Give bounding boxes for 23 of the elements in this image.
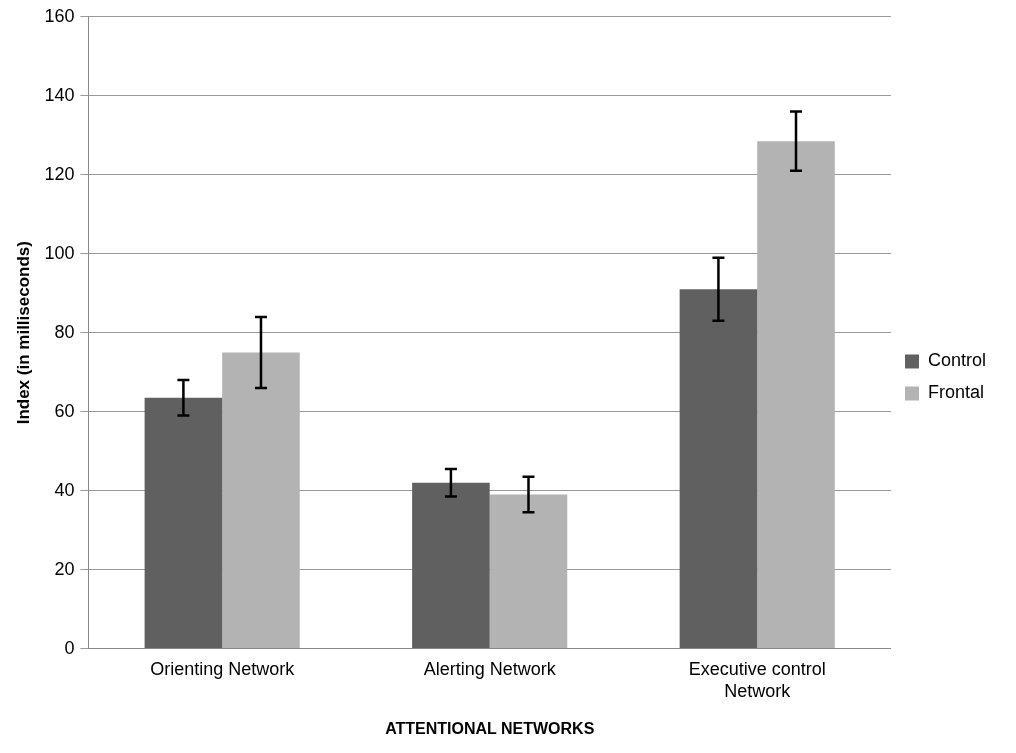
y-axis-title: Index (in milliseconds) (13, 241, 33, 425)
bar (757, 141, 835, 649)
y-tick-label: 100 (44, 242, 75, 263)
legend-label: Frontal (927, 382, 985, 403)
bar (412, 482, 490, 649)
y-tick-label: 40 (54, 479, 75, 500)
category-label: Network (724, 680, 791, 701)
category-label: Alerting Network (423, 659, 556, 680)
y-tick-label: 80 (54, 321, 75, 342)
bar (489, 494, 568, 649)
bar (144, 397, 223, 649)
legend-label: Control (927, 350, 987, 371)
y-tick-label: 160 (44, 5, 75, 26)
category-label: Executive control (688, 659, 826, 680)
y-tick-label: 20 (54, 558, 75, 579)
y-tick-label: 0 (64, 637, 75, 658)
y-tick-label: 120 (44, 163, 75, 184)
category-label: Orienting Network (150, 659, 295, 680)
bar (679, 289, 758, 649)
x-axis-title: ATTENTIONAL NETWORKS (385, 719, 595, 737)
y-tick-label: 140 (44, 84, 75, 105)
bar (222, 352, 300, 649)
y-tick-label: 60 (54, 400, 75, 421)
